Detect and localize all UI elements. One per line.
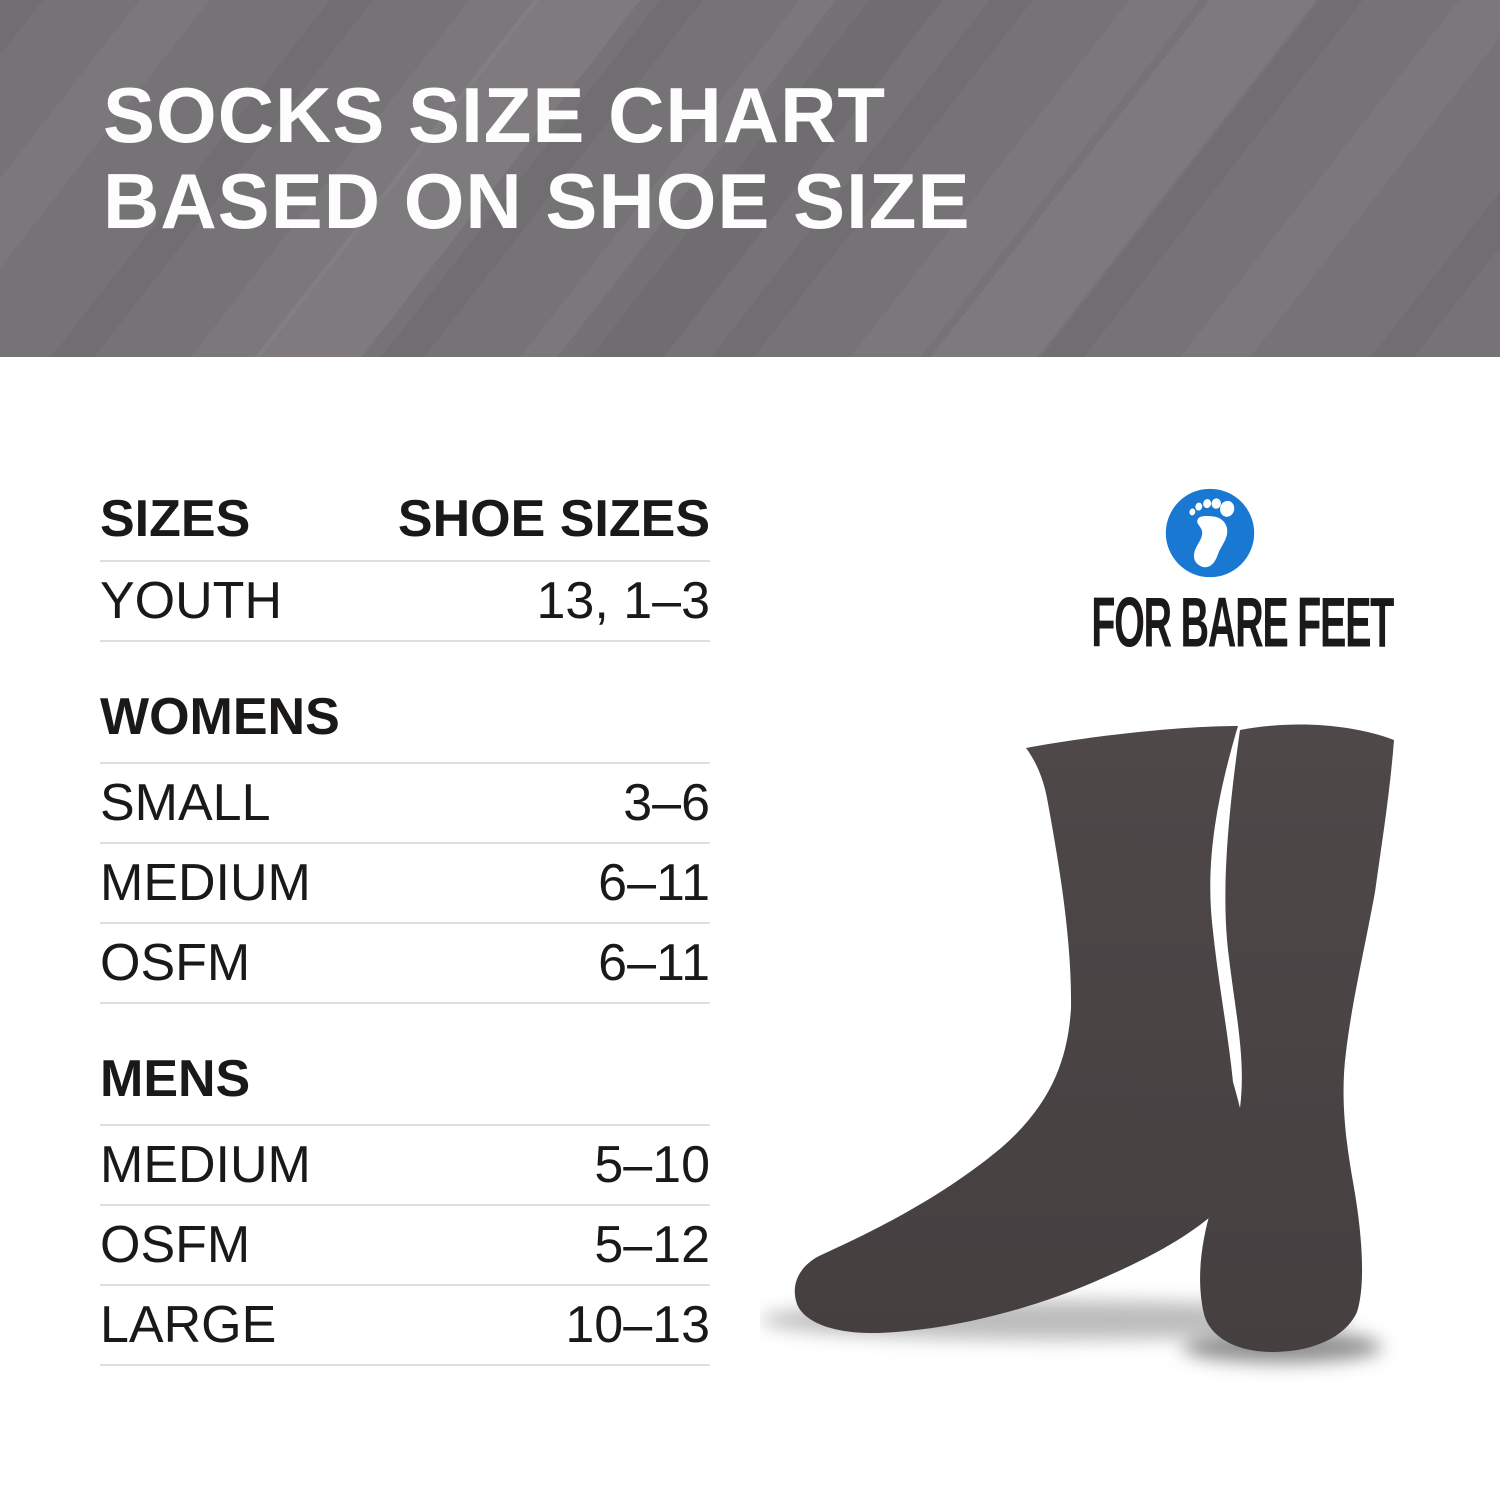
- section-heading-mens: MENS: [100, 1004, 710, 1126]
- table-row: LARGE 10–13: [100, 1286, 710, 1366]
- page-title-line1: SOCKS SIZE CHART: [103, 71, 887, 159]
- header-banner: SOCKS SIZE CHART BASED ON SHOE SIZE: [0, 0, 1500, 357]
- shoe-size-value: 5–10: [594, 1136, 710, 1194]
- brand-logo: FOR BARE FEET: [1030, 486, 1394, 662]
- size-label: OSFM: [100, 934, 251, 992]
- section-heading-womens: WOMENS: [100, 642, 710, 764]
- sock-left: [794, 726, 1246, 1334]
- table-row: YOUTH 13, 1–3: [100, 562, 710, 642]
- shoe-size-value: 5–12: [594, 1216, 710, 1274]
- page-title: SOCKS SIZE CHART BASED ON SHOE SIZE: [103, 72, 970, 244]
- shoe-size-value: 13, 1–3: [536, 572, 711, 630]
- size-table: SIZES SHOE SIZES YOUTH 13, 1–3 WOMENS SM…: [100, 490, 710, 1366]
- footprint-icon: [1165, 488, 1255, 578]
- size-label: MEDIUM: [100, 854, 311, 912]
- shoe-size-value: 6–11: [598, 934, 710, 992]
- page-title-line2: BASED ON SHOE SIZE: [103, 157, 971, 245]
- size-label: SMALL: [100, 774, 271, 832]
- sock-right: [1200, 724, 1394, 1352]
- size-label: LARGE: [100, 1296, 277, 1354]
- column-header-sizes: SIZES: [100, 490, 251, 548]
- table-row: MEDIUM 5–10: [100, 1126, 710, 1206]
- table-row: MEDIUM 6–11: [100, 844, 710, 924]
- size-label: YOUTH: [100, 572, 282, 630]
- table-row: OSFM 6–11: [100, 924, 710, 1004]
- column-header-shoe-sizes: SHOE SIZES: [397, 490, 710, 548]
- table-row: OSFM 5–12: [100, 1206, 710, 1286]
- brand-name: FOR BARE FEET: [1091, 582, 1394, 663]
- table-header-row: SIZES SHOE SIZES: [100, 490, 710, 562]
- shoe-size-value: 6–11: [598, 854, 710, 912]
- shoe-size-value: 10–13: [565, 1296, 710, 1354]
- size-label: MEDIUM: [100, 1136, 311, 1194]
- socks-illustration: [760, 724, 1394, 1363]
- shoe-size-value: 3–6: [623, 774, 710, 832]
- size-label: OSFM: [100, 1216, 251, 1274]
- table-row: SMALL 3–6: [100, 764, 710, 844]
